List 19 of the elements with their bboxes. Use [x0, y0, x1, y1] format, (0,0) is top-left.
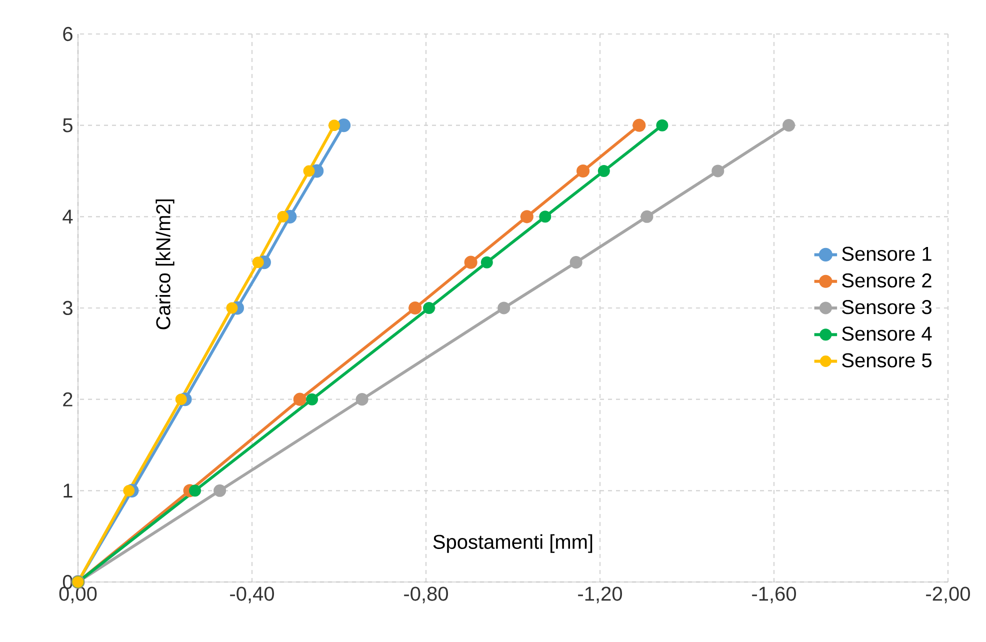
legend-label: Sensore 2: [842, 273, 932, 288]
x-tick-label: -1,60: [752, 586, 796, 604]
y-axis-title: Carico [kN/m2]: [156, 199, 174, 330]
x-axis-title: Spostamenti [mm]: [433, 534, 592, 553]
legend-label: Sensore 1: [842, 246, 932, 261]
x-tick-label: -0,80: [404, 586, 448, 604]
y-tick-label: 2: [63, 392, 72, 406]
y-tick-label: 1: [64, 484, 72, 498]
x-tick-label: -2,00: [926, 586, 970, 604]
legend-label: Sensore 3: [842, 300, 932, 314]
y-tick-label: 3: [62, 300, 72, 316]
x-tick-label: 0,00: [59, 586, 97, 604]
x-tick-label: -1,20: [578, 586, 622, 604]
y-tick-label: 4: [62, 210, 73, 224]
legend-label: Sensore 5: [842, 353, 932, 368]
x-tick-label: -0,40: [230, 586, 274, 604]
y-tick-label: 6: [63, 26, 72, 42]
legend-label: Sensore 4: [842, 326, 932, 341]
y-tick-label: 5: [62, 118, 72, 132]
